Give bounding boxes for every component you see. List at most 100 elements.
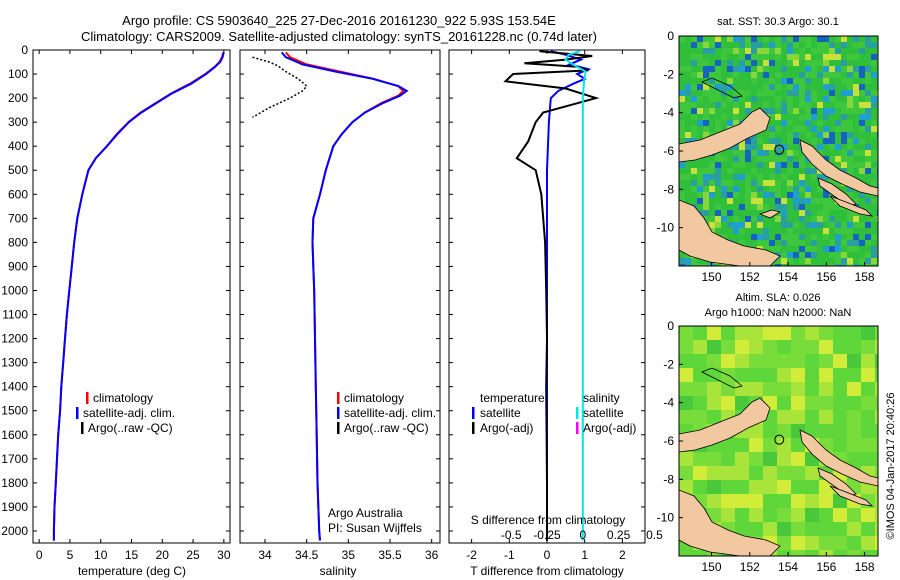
heat-cell bbox=[805, 72, 811, 78]
heat-cell bbox=[707, 326, 721, 340]
heat-cell bbox=[859, 102, 865, 108]
sla-bougainville-shape bbox=[799, 429, 878, 487]
heat-cell bbox=[859, 192, 865, 198]
heat-cell bbox=[727, 192, 733, 198]
heat-cell bbox=[697, 264, 703, 266]
heat-cell bbox=[763, 144, 769, 150]
heat-cell bbox=[693, 466, 707, 480]
map-lon-label: 150 bbox=[702, 560, 722, 574]
salinity-x-ticks: 34 34.5 35 35.5 36 bbox=[258, 50, 439, 562]
depth-tick-label: 1100 bbox=[2, 308, 28, 322]
heat-cell bbox=[835, 48, 841, 54]
heat-cell bbox=[799, 114, 805, 120]
heat-cell bbox=[735, 452, 749, 466]
heat-cell bbox=[817, 210, 823, 216]
heat-cell bbox=[745, 156, 751, 162]
heat-cell bbox=[775, 150, 781, 156]
difference-x-ticks: -2 -1 0 1 2 bbox=[466, 50, 626, 562]
heat-cell bbox=[715, 84, 721, 90]
heat-cell bbox=[703, 192, 709, 198]
x-tick-label: 2 bbox=[619, 548, 626, 562]
heat-cell bbox=[781, 162, 787, 168]
heat-cell bbox=[793, 222, 799, 228]
heat-cell bbox=[775, 114, 781, 120]
map-lon-label: 152 bbox=[740, 560, 760, 574]
s-difference-label: S difference from climatology bbox=[471, 513, 626, 527]
heat-cell bbox=[817, 144, 823, 150]
heat-cell bbox=[721, 508, 735, 522]
heat-cell bbox=[859, 240, 865, 246]
heat-cell bbox=[787, 186, 793, 192]
heat-cell bbox=[757, 174, 763, 180]
heat-cell bbox=[871, 54, 877, 60]
heat-cell bbox=[721, 180, 727, 186]
heat-cell bbox=[769, 126, 775, 132]
heat-cell bbox=[835, 144, 841, 150]
heat-cell bbox=[775, 162, 781, 168]
heat-cell bbox=[817, 222, 823, 228]
heat-cell bbox=[781, 234, 787, 240]
heat-cell bbox=[727, 96, 733, 102]
heat-cell bbox=[781, 252, 787, 258]
heat-cell bbox=[697, 168, 703, 174]
heat-cell bbox=[727, 222, 733, 228]
heat-cell bbox=[787, 78, 793, 84]
heat-cell bbox=[749, 424, 763, 438]
heat-cell bbox=[847, 438, 861, 452]
heat-cell bbox=[833, 536, 847, 550]
heat-cell bbox=[707, 466, 721, 480]
heat-cell bbox=[841, 138, 847, 144]
heat-cell bbox=[861, 326, 875, 340]
heat-cell bbox=[823, 48, 829, 54]
heat-cell bbox=[805, 326, 819, 340]
heat-cell bbox=[823, 60, 829, 66]
heat-cell bbox=[847, 222, 853, 228]
heat-cell bbox=[853, 138, 859, 144]
heat-cell bbox=[805, 246, 811, 252]
heat-cell bbox=[781, 240, 787, 246]
heat-cell bbox=[679, 132, 685, 138]
heat-cell bbox=[799, 210, 805, 216]
heat-cell bbox=[799, 162, 805, 168]
heat-cell bbox=[875, 410, 878, 424]
heat-cell bbox=[805, 132, 811, 138]
heat-cell bbox=[823, 126, 829, 132]
heat-cell bbox=[871, 60, 877, 66]
heat-cell bbox=[865, 240, 871, 246]
heat-cell bbox=[749, 438, 763, 452]
heat-cell bbox=[721, 210, 727, 216]
heat-cell bbox=[735, 340, 749, 354]
heat-cell bbox=[847, 410, 861, 424]
heat-cell bbox=[745, 102, 751, 108]
heat-cell bbox=[703, 264, 709, 266]
heat-cell bbox=[733, 150, 739, 156]
heat-cell bbox=[763, 354, 777, 368]
heat-cell bbox=[709, 186, 715, 192]
heat-cell bbox=[865, 102, 871, 108]
heat-cell bbox=[749, 452, 763, 466]
heat-cell bbox=[679, 480, 693, 494]
heat-cell bbox=[793, 132, 799, 138]
heat-cell bbox=[841, 264, 847, 266]
heat-cell bbox=[853, 102, 859, 108]
x-tick-label: 36 bbox=[425, 548, 439, 562]
heat-cell bbox=[793, 192, 799, 198]
heat-cell bbox=[703, 36, 709, 42]
heat-cell bbox=[707, 354, 721, 368]
heat-cell bbox=[853, 72, 859, 78]
heat-cell bbox=[697, 174, 703, 180]
heat-cell bbox=[819, 382, 833, 396]
heat-cell bbox=[811, 246, 817, 252]
heat-cell bbox=[703, 186, 709, 192]
heat-cell bbox=[777, 438, 791, 452]
heat-cell bbox=[715, 222, 721, 228]
heat-cell bbox=[697, 72, 703, 78]
heat-cell bbox=[739, 156, 745, 162]
x-tick-label: 30 bbox=[217, 548, 231, 562]
heat-cell bbox=[697, 36, 703, 42]
sst-map-panel: sat. SST: 30.3 Argo: 30.1 150 152 154 156 15… bbox=[657, 16, 879, 284]
heat-cell bbox=[703, 48, 709, 54]
heat-cell bbox=[749, 340, 763, 354]
heat-cell bbox=[727, 84, 733, 90]
new-ireland-outline bbox=[701, 77, 743, 99]
